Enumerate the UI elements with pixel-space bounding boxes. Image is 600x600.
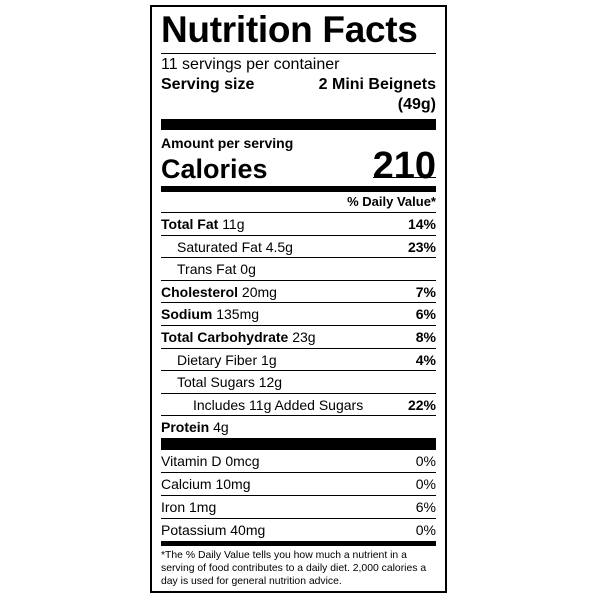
amount-per-serving: Amount per serving <box>161 135 294 151</box>
nutrient-dv: 7% <box>415 283 436 300</box>
medium-bar <box>161 186 436 192</box>
medium-bar <box>161 540 436 546</box>
title: Nutrition Facts <box>161 7 436 54</box>
vitamin-dv: 0% <box>415 521 436 538</box>
serving-size-value: 2 Mini Beignets <box>318 76 436 93</box>
vitamin-amount: 10mg <box>215 475 251 492</box>
calories-value: 210 <box>372 145 436 187</box>
serving-size-label: Serving size <box>161 76 255 93</box>
nutrient-row: Total Fat 11g 14% <box>161 213 436 236</box>
vitamin-row: Potassium 40mg 0% <box>161 519 436 541</box>
nutrient-name: Total Carbohydrate <box>161 328 289 345</box>
nutrient-name: Dietary Fiber <box>177 351 258 368</box>
nutrient-amount: 135mg <box>216 306 260 323</box>
nutrient-amount: 1g <box>261 351 277 368</box>
nutrient-dv: 4% <box>415 351 436 368</box>
nutrient-row: Total Carbohydrate 23g 8% <box>161 326 436 349</box>
daily-value-header: % Daily Value* <box>161 192 436 213</box>
calories-row: Calories 210 <box>161 145 436 187</box>
thick-bar <box>161 437 436 450</box>
vitamin-row: Calcium 10mg 0% <box>161 473 436 496</box>
nutrient-amount: 11g <box>222 216 245 232</box>
nutrient-name: Cholesterol <box>161 283 239 300</box>
vitamin-dv: 0% <box>415 475 436 492</box>
vitamin-name: Vitamin D <box>161 452 222 469</box>
vitamin-name: Calcium <box>161 475 212 492</box>
nutrient-row: Total Sugars 12g <box>161 371 436 394</box>
serving-size-row: Serving size 2 Mini Beignets <box>161 75 436 95</box>
vitamin-amount: 0mcg <box>225 452 260 469</box>
vitamin-dv: 0% <box>415 452 436 469</box>
nutrient-amount: 23g <box>292 328 316 345</box>
nutrient-name: Sodium <box>161 306 213 323</box>
nutrient-name: Saturated Fat <box>177 238 262 255</box>
nutrient-row: Cholesterol 20mg 7% <box>161 281 436 304</box>
vitamin-row: Vitamin D 0mcg 0% <box>161 450 436 473</box>
nutrient-row: Includes 11g Added Sugars 22% <box>161 394 436 417</box>
nutrient-dv: 8% <box>415 328 436 345</box>
vitamin-name: Iron <box>161 498 186 515</box>
nutrient-name: Includes 11g Added Sugars <box>193 396 364 413</box>
vitamin-amount: 40mg <box>230 521 266 538</box>
nutrient-name: Total Sugars <box>177 374 255 391</box>
nutrient-dv: 14% <box>407 216 436 232</box>
nutrient-name: Total Fat <box>161 216 219 232</box>
nutrient-name: Trans Fat <box>177 261 237 278</box>
nutrient-amount: 20mg <box>241 283 277 300</box>
nutrient-amount: 4g <box>213 419 229 436</box>
vitamin-row: Iron 1mg 6% <box>161 496 436 519</box>
nutrient-amount: 12g <box>258 374 283 391</box>
nutrient-row: Protein 4g <box>161 416 436 438</box>
vitamin-name: Potassium <box>161 521 227 538</box>
nutrient-dv: 6% <box>415 306 436 323</box>
serving-weight: (49g) <box>397 96 436 113</box>
calories-label: Calories <box>161 154 268 184</box>
nutrient-row: Saturated Fat 4.5g 23% <box>161 236 436 259</box>
nutrient-amount: 0g <box>240 261 256 278</box>
nutrient-name: Protein <box>161 419 210 436</box>
vitamin-dv: 6% <box>415 498 436 515</box>
nutrient-amount: 4.5g <box>265 238 293 255</box>
nutrient-row: Sodium 135mg 6% <box>161 303 436 326</box>
nutrient-row: Trans Fat 0g <box>161 258 436 281</box>
nutrition-label: Nutrition Facts 11 servings per containe… <box>150 5 447 593</box>
thick-bar <box>161 119 436 130</box>
nutrient-dv: 23% <box>407 238 436 255</box>
nutrient-row: Dietary Fiber 1g 4% <box>161 349 436 372</box>
nutrient-dv: 22% <box>407 396 436 413</box>
vitamin-amount: 1mg <box>189 498 217 515</box>
footnote: *The % Daily Value tells you how much a … <box>161 549 427 587</box>
servings: 11 servings per container <box>161 56 340 73</box>
